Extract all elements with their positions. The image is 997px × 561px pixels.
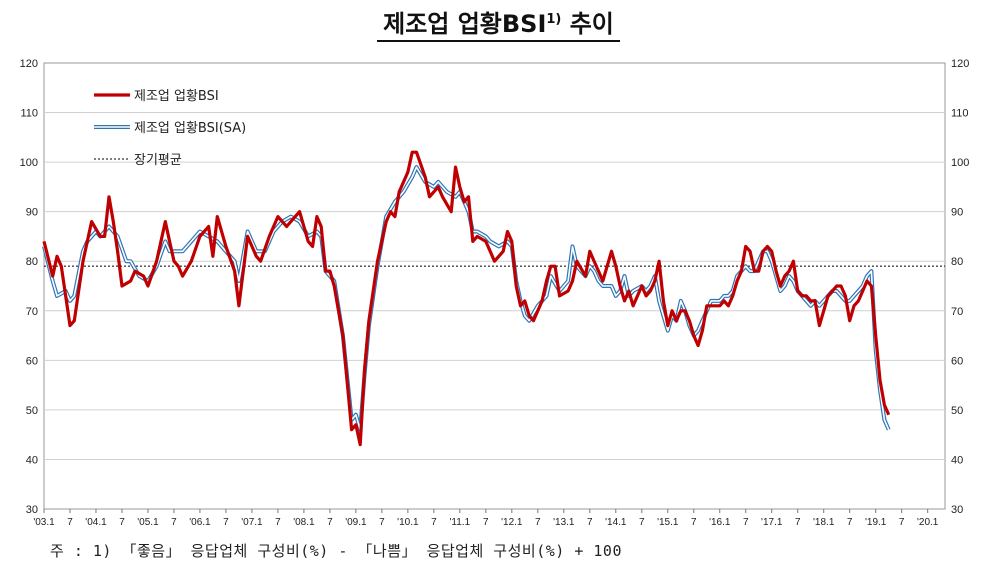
x-tick-label: '05.1	[137, 517, 159, 528]
x-tick-label: '19.1	[865, 517, 887, 528]
x-tick-label: 7	[171, 517, 177, 528]
x-tick-label: '03.1	[33, 517, 55, 528]
y-tick-label-right: 30	[951, 504, 963, 516]
x-tick-label: '12.1	[501, 517, 523, 528]
legend-label-avg: 장기평균	[134, 153, 182, 168]
y-tick-label-right: 90	[951, 207, 963, 219]
x-tick-label: '14.1	[605, 517, 627, 528]
y-tick-label-left: 80	[26, 256, 38, 268]
footnote: 주 : 1) 「좋음」 응답업체 구성비(%) - 「나쁨」 응답업체 구성비(…	[50, 542, 622, 560]
x-tick-label: '08.1	[293, 517, 315, 528]
x-tick-label: '17.1	[761, 517, 783, 528]
y-tick-label-left: 50	[26, 405, 38, 417]
y-tick-label-right: 70	[951, 306, 963, 318]
y-tick-label-left: 100	[20, 157, 38, 169]
chart-title-suffix: 추이	[561, 10, 614, 38]
x-tick-label: 7	[483, 517, 489, 528]
y-tick-label-right: 50	[951, 405, 963, 417]
y-tick-label-left: 90	[26, 207, 38, 219]
x-tick-label: 7	[743, 517, 749, 528]
y-tick-label-right: 100	[951, 157, 969, 169]
x-tick-label: '06.1	[189, 517, 211, 528]
x-tick-label: 7	[327, 517, 333, 528]
y-tick-label-left: 120	[20, 58, 38, 70]
chart-title: 제조업 업황BSI1) 추이	[0, 4, 997, 42]
x-tick-label: '10.1	[397, 517, 419, 528]
x-tick-label: 7	[535, 517, 541, 528]
x-tick-label: 7	[899, 517, 905, 528]
x-tick-label: '16.1	[709, 517, 731, 528]
y-tick-label-right: 120	[951, 58, 969, 70]
x-tick-label: 7	[67, 517, 73, 528]
y-tick-label-left: 40	[26, 454, 38, 466]
y-tick-label-right: 110	[951, 108, 969, 120]
chart-title-main: 제조업 업황BSI	[383, 10, 547, 38]
y-tick-label-right: 40	[951, 454, 963, 466]
x-tick-label: '04.1	[85, 517, 107, 528]
chart-title-footnote-mark: 1)	[546, 12, 562, 27]
x-tick-label: 7	[795, 517, 801, 528]
x-tick-label: '13.1	[553, 517, 575, 528]
x-tick-label: 7	[587, 517, 593, 528]
x-tick-label: '20.1	[917, 517, 939, 528]
y-tick-label-right: 60	[951, 355, 963, 367]
x-tick-label: '11.1	[450, 517, 471, 528]
y-tick-label-left: 110	[20, 108, 38, 120]
x-tick-label: 7	[223, 517, 229, 528]
x-tick-label: '09.1	[345, 517, 367, 528]
series-sa-line-inner	[43, 166, 890, 431]
legend-label-bsi: 제조업 업황BSI	[134, 89, 219, 104]
x-tick-label: 7	[275, 517, 281, 528]
x-tick-label: 7	[847, 517, 853, 528]
y-tick-label-left: 60	[26, 355, 38, 367]
y-tick-label-right: 80	[951, 256, 963, 268]
x-tick-label: 7	[639, 517, 645, 528]
x-tick-label: '18.1	[813, 517, 835, 528]
x-tick-label: 7	[431, 517, 437, 528]
series-group	[42, 150, 945, 447]
x-tick-label: '07.1	[241, 517, 263, 528]
axes: 30 30 40 40 50 50 60 60 70 70 80 80 90 90 100 100 110 110…	[20, 58, 970, 528]
x-tick-label: 7	[379, 517, 385, 528]
x-tick-label: 7	[119, 517, 125, 528]
series-bsi-line	[42, 150, 891, 447]
legend-label-sa: 제조업 업황BSI(SA)	[134, 121, 246, 136]
x-tick-label: 7	[691, 517, 697, 528]
y-tick-label-left: 30	[26, 504, 38, 516]
y-tick-label-left: 70	[26, 306, 38, 318]
legend: 제조업 업황BSI 제조업 업황BSI(SA) 장기평균	[94, 89, 246, 168]
x-tick-label: '15.1	[657, 517, 679, 528]
